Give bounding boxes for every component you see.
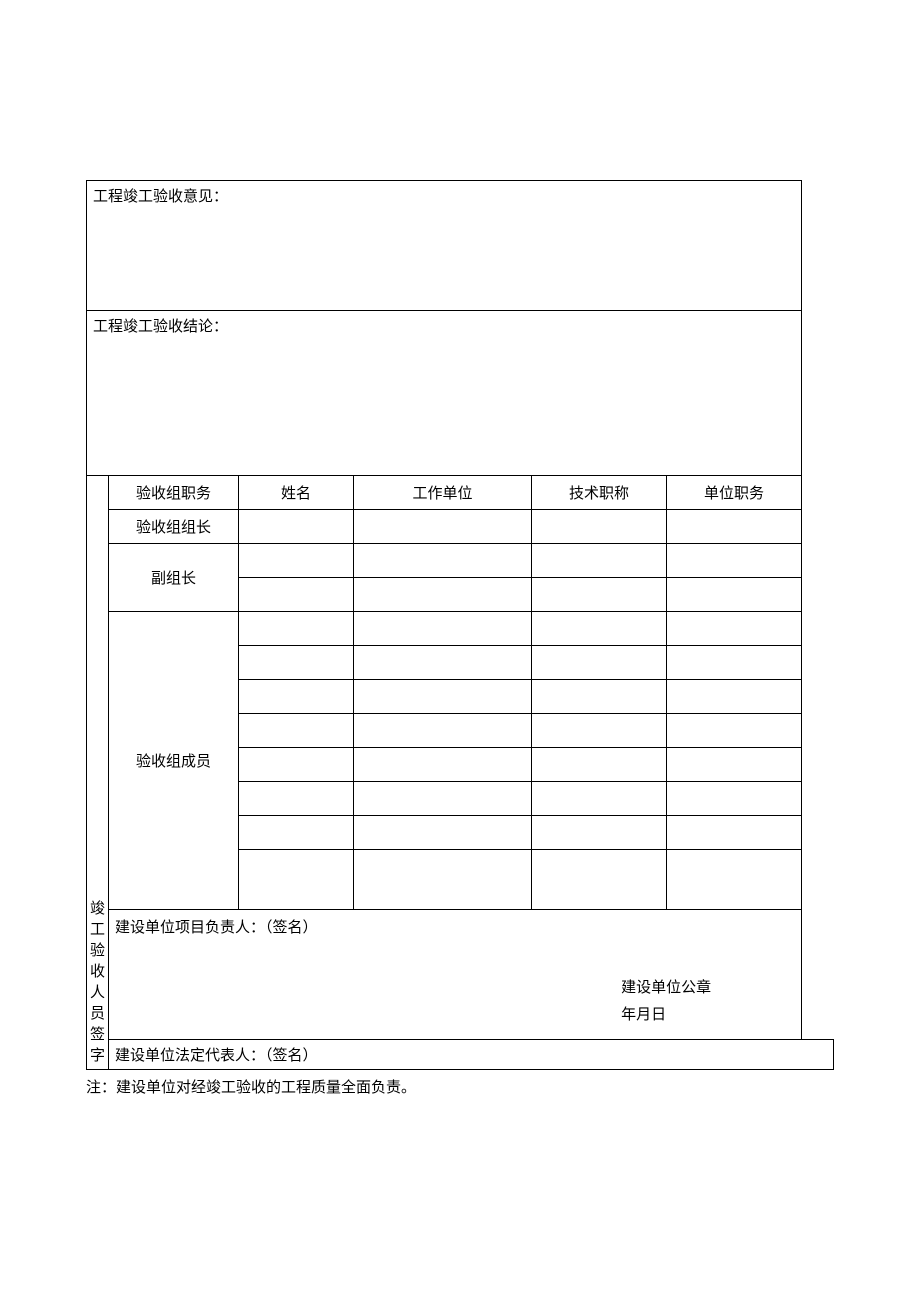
member-work-unit-1 (354, 612, 532, 646)
member-tech-title-1 (532, 612, 667, 646)
conclusion-cell: 工程竣工验收结论： (87, 311, 802, 476)
member-name-2 (239, 646, 354, 680)
footer-note: 注：建设单位对经竣工验收的工程质量全面负责。 (86, 1076, 834, 1097)
date-label: 年月日 (621, 1002, 711, 1029)
deputy-unit-position-1 (667, 544, 802, 578)
deputy-unit-position-2 (667, 578, 802, 612)
member-work-unit-3 (354, 680, 532, 714)
leader-label: 验收组组长 (109, 510, 239, 544)
member-work-unit-2 (354, 646, 532, 680)
seal-label: 建设单位公章 (621, 975, 711, 1002)
member-tech-title-8 (532, 850, 667, 910)
opinion-label: 工程竣工验收意见： (93, 189, 228, 205)
opinion-cell: 工程竣工验收意见： (87, 181, 802, 311)
member-work-unit-7 (354, 816, 532, 850)
legal-rep-row: 建设单位法定代表人：（签名） (87, 1040, 834, 1070)
member-unit-position-5 (667, 748, 802, 782)
header-tech-title: 技术职称 (532, 476, 667, 510)
legal-rep-cell: 建设单位法定代表人：（签名） (109, 1040, 834, 1070)
member-name-6 (239, 782, 354, 816)
member-work-unit-6 (354, 782, 532, 816)
conclusion-row: 工程竣工验收结论： (87, 311, 834, 476)
member-tech-title-7 (532, 816, 667, 850)
member-unit-position-7 (667, 816, 802, 850)
deputy-name-2 (239, 578, 354, 612)
leader-row: 验收组组长 (87, 510, 834, 544)
member-unit-position-8 (667, 850, 802, 910)
member-name-3 (239, 680, 354, 714)
deputy-label: 副组长 (109, 544, 239, 612)
project-manager-row: 建设单位项目负责人：（签名） 建设单位公章 年月日 (87, 910, 834, 1040)
member-tech-title-2 (532, 646, 667, 680)
acceptance-form-table: 工程竣工验收意见： 工程竣工验收结论： 竣工验收人员签字 验收组职务 姓名 工作… (86, 180, 834, 1070)
member-name-4 (239, 714, 354, 748)
member-label: 验收组成员 (109, 612, 239, 910)
seal-block: 建设单位公章 年月日 (621, 975, 711, 1029)
member-tech-title-3 (532, 680, 667, 714)
header-name: 姓名 (239, 476, 354, 510)
member-work-unit-4 (354, 714, 532, 748)
leader-work-unit (354, 510, 532, 544)
header-role: 验收组职务 (109, 476, 239, 510)
header-work-unit: 工作单位 (354, 476, 532, 510)
member-tech-title-6 (532, 782, 667, 816)
leader-tech-title (532, 510, 667, 544)
deputy-work-unit-2 (354, 578, 532, 612)
member-tech-title-4 (532, 714, 667, 748)
deputy-work-unit-1 (354, 544, 532, 578)
member-name-5 (239, 748, 354, 782)
member-tech-title-5 (532, 748, 667, 782)
deputy-tech-title-2 (532, 578, 667, 612)
opinion-row: 工程竣工验收意见： (87, 181, 834, 311)
member-unit-position-6 (667, 782, 802, 816)
legal-rep-label: 建设单位法定代表人：（签名） (115, 1048, 318, 1064)
member-name-1 (239, 612, 354, 646)
deputy-tech-title-1 (532, 544, 667, 578)
member-name-8 (239, 850, 354, 910)
leader-unit-position (667, 510, 802, 544)
member-unit-position-1 (667, 612, 802, 646)
member-unit-position-4 (667, 714, 802, 748)
signature-panel-label: 竣工验收人员签字 (90, 901, 105, 1064)
header-row: 竣工验收人员签字 验收组职务 姓名 工作单位 技术职称 单位职务 (87, 476, 834, 510)
member-unit-position-2 (667, 646, 802, 680)
member-unit-position-3 (667, 680, 802, 714)
member-row-1: 验收组成员 (87, 612, 834, 646)
deputy-row-1: 副组长 (87, 544, 834, 578)
project-manager-cell: 建设单位项目负责人：（签名） 建设单位公章 年月日 (109, 910, 802, 1040)
header-unit-position: 单位职务 (667, 476, 802, 510)
leader-name (239, 510, 354, 544)
signature-panel-label-cell: 竣工验收人员签字 (87, 476, 109, 1070)
member-work-unit-8 (354, 850, 532, 910)
member-name-7 (239, 816, 354, 850)
project-manager-label: 建设单位项目负责人：（签名） (115, 914, 795, 937)
member-work-unit-5 (354, 748, 532, 782)
deputy-name-1 (239, 544, 354, 578)
conclusion-label: 工程竣工验收结论： (93, 319, 228, 335)
